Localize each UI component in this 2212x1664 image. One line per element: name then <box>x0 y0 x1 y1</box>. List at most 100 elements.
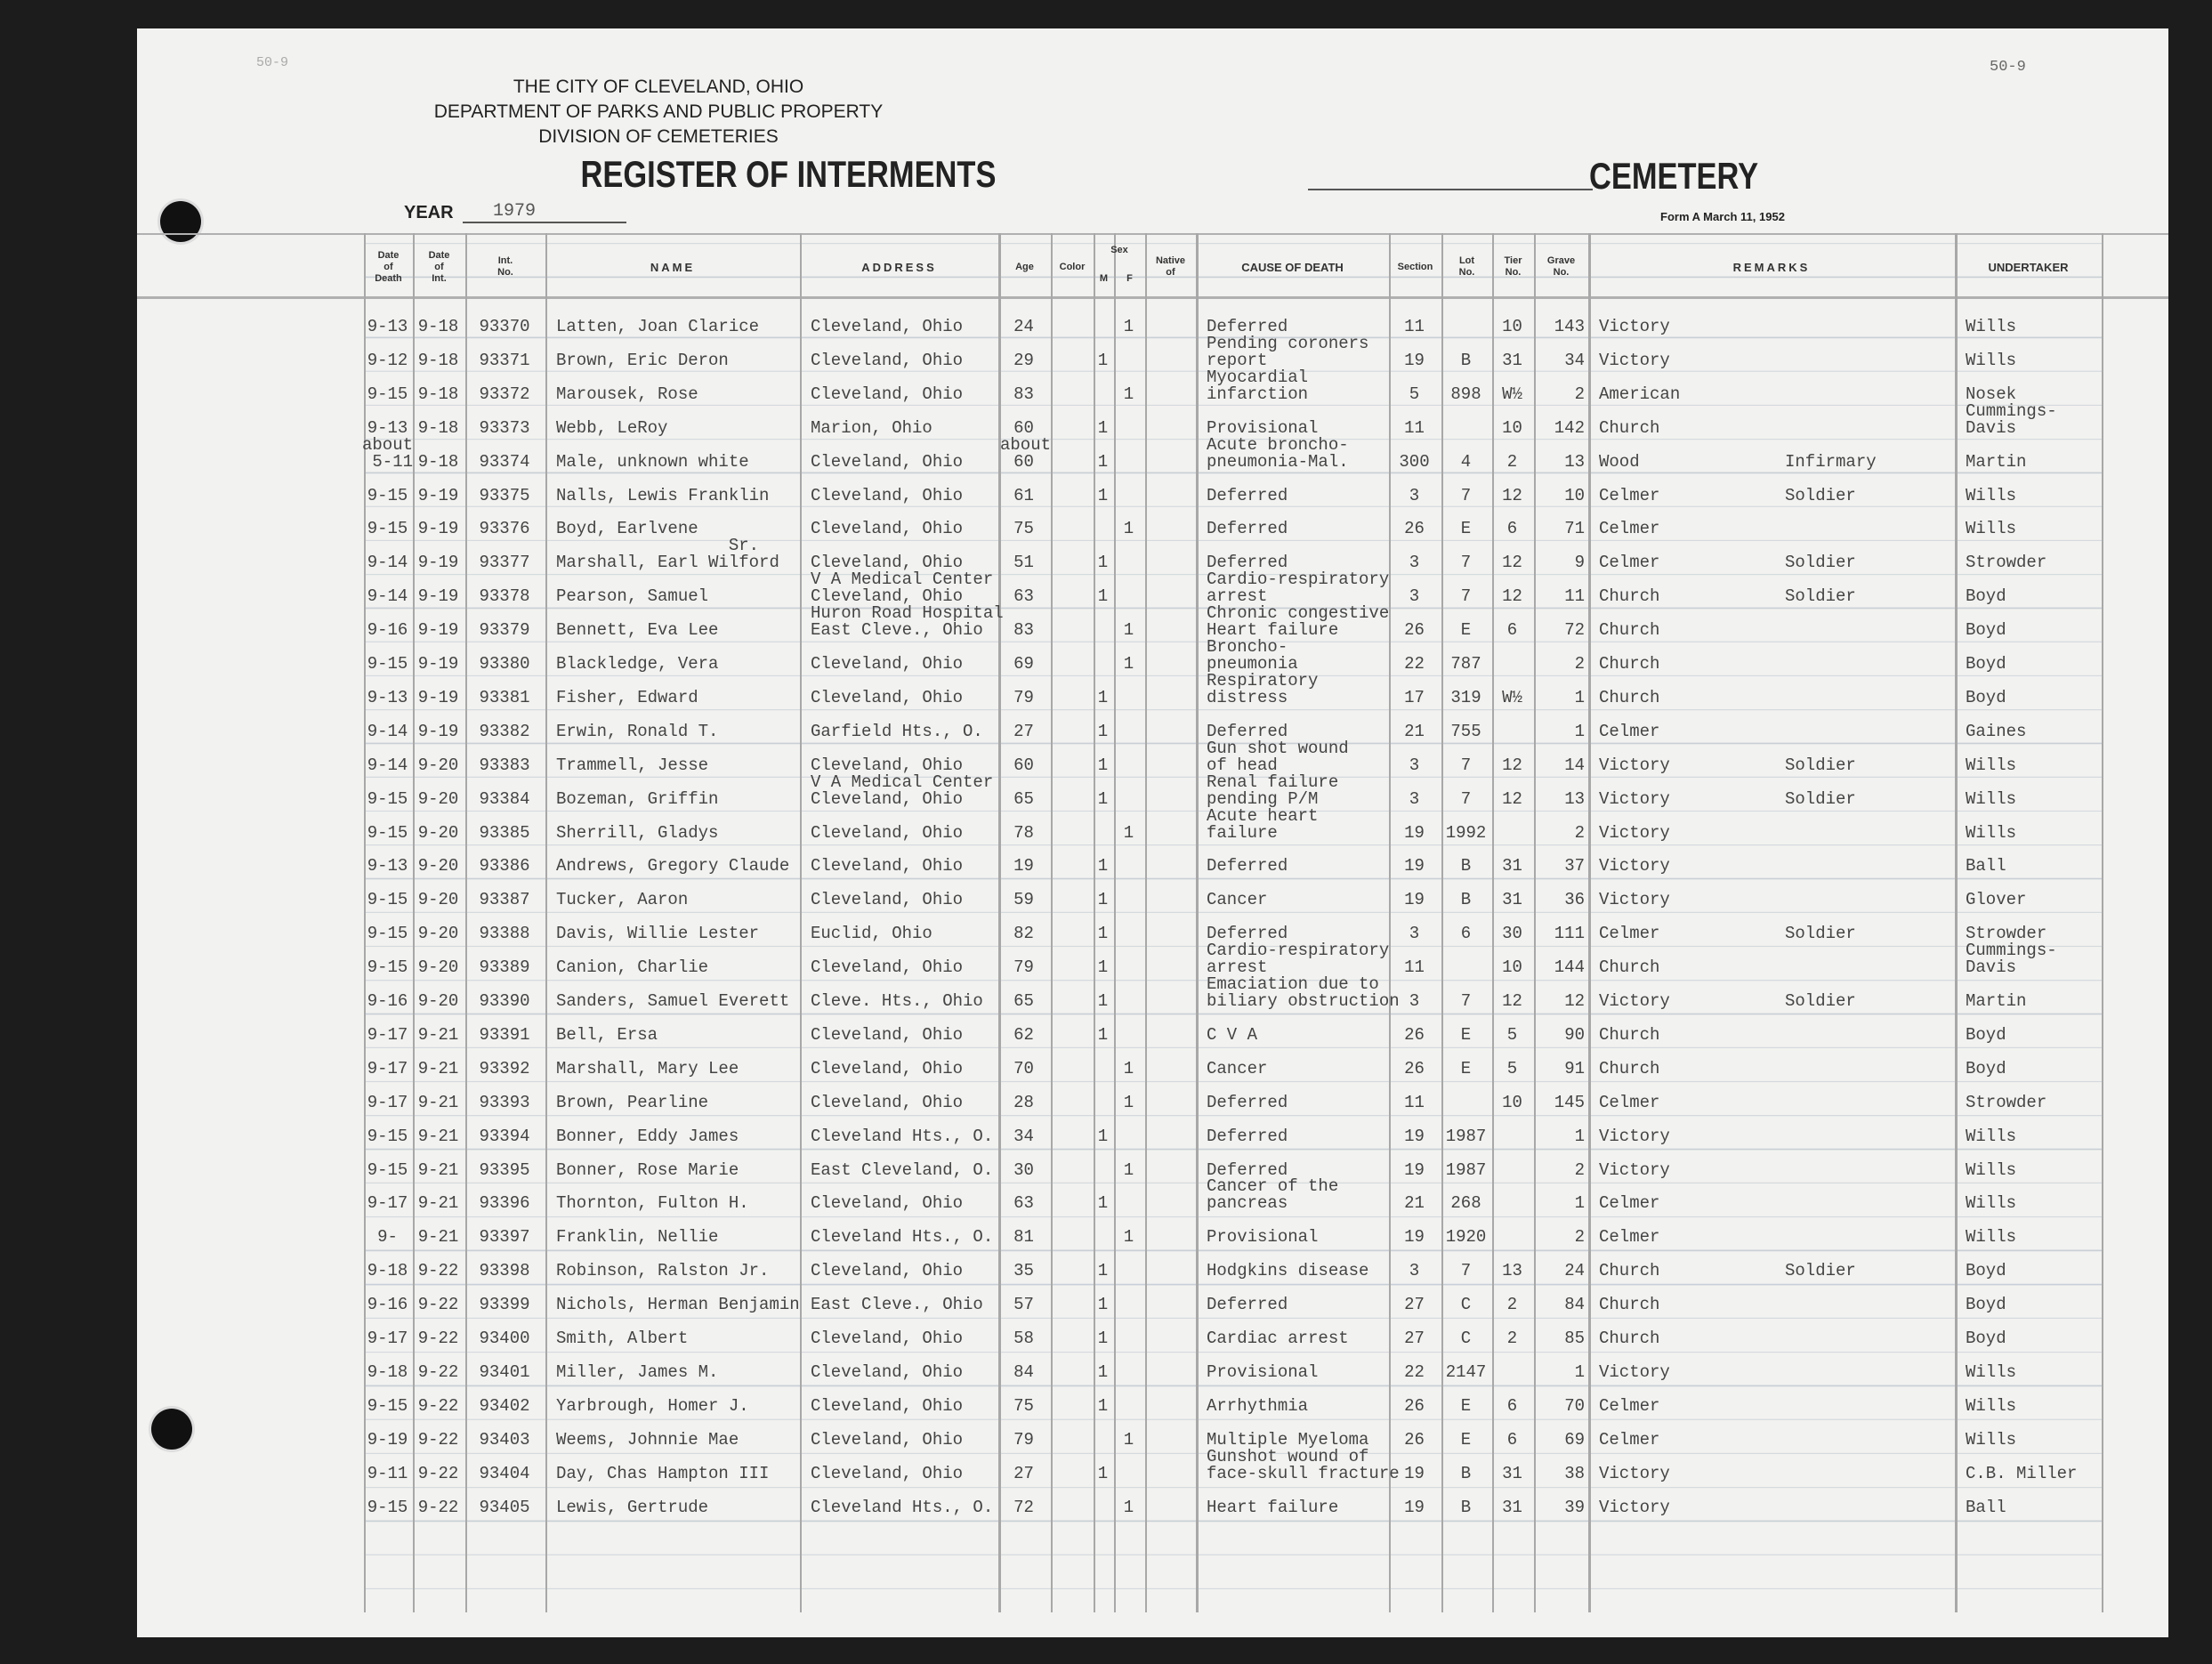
lot-number: 787 <box>1450 654 1481 674</box>
page-ref-right: 50-9 <box>1990 59 2026 76</box>
interment-number: 93403 <box>479 1429 530 1450</box>
sex-female: 1 <box>1123 620 1134 641</box>
grave-number: 12 <box>1564 991 1585 1011</box>
interment-number: 93375 <box>479 485 530 505</box>
tier-number: 10 <box>1502 1092 1522 1112</box>
name: Latten, Joan Clarice <box>556 317 760 336</box>
column-divider <box>1588 233 1591 1612</box>
tier-number: 10 <box>1502 417 1522 438</box>
cemetery: Victory <box>1599 1159 1670 1180</box>
interment-number: 93398 <box>479 1261 530 1281</box>
age: 57 <box>1013 1295 1034 1315</box>
name: Sanders, Samuel Everett <box>556 991 790 1011</box>
sex-female: 1 <box>1123 1227 1134 1248</box>
interment-number: 93388 <box>479 924 530 944</box>
table-row: 9-15 9-19 93375 Nalls, Lewis Franklin Clevel… <box>0 464 2212 505</box>
date-of-death: 9-16 <box>367 1295 408 1315</box>
lot-number: 7 <box>1460 755 1472 775</box>
lot-number: B <box>1460 1497 1472 1517</box>
date-of-interment: 9-20 <box>417 856 459 876</box>
date-of-interment: 9-21 <box>417 1126 459 1146</box>
lot-number: 898 <box>1450 384 1481 404</box>
interment-number: 93374 <box>479 451 530 472</box>
age: 82 <box>1013 924 1034 944</box>
cause-of-death: Pending coroners report <box>1207 333 1369 370</box>
name: Nichols, Herman Benjamin <box>556 1295 800 1315</box>
cause-of-death: Respiratory distress <box>1207 670 1319 707</box>
grave-number: 13 <box>1564 788 1585 809</box>
cause-of-death: Cancer <box>1207 890 1268 910</box>
name: Lewis, Gertrude <box>556 1497 709 1517</box>
column-header-f: F <box>1126 272 1133 284</box>
date-of-death: 9-15 <box>367 1497 408 1517</box>
table-row: 9-16 9-22 93399 Nichols, Herman Benjamin Eas… <box>0 1272 2212 1313</box>
undertaker: Boyd <box>1966 1058 2006 1078</box>
lot-number: E <box>1460 620 1472 641</box>
column-header-sex: Sex <box>1110 244 1128 255</box>
sex-female: 1 <box>1123 317 1134 336</box>
grave-number: 2 <box>1574 822 1585 843</box>
undertaker: Wills <box>1966 519 2017 539</box>
age: 24 <box>1013 317 1034 336</box>
cause-of-death: Heart failure <box>1207 1497 1339 1517</box>
section: 3 <box>1409 485 1420 505</box>
lot-number: B <box>1460 856 1472 876</box>
tier-number: 2 <box>1506 1295 1518 1315</box>
undertaker: Martin <box>1966 451 2027 472</box>
address: Cleveland, Ohio <box>811 519 964 539</box>
date-of-interment: 9-19 <box>417 586 459 607</box>
age: 65 <box>1013 788 1034 809</box>
name: Canion, Charlie <box>556 957 709 978</box>
undertaker: Wills <box>1966 788 2017 809</box>
grave-number: 24 <box>1564 1261 1585 1281</box>
column-header-undertaker: UNDERTAKER <box>1988 260 2069 274</box>
sex-male: 1 <box>1097 1329 1109 1348</box>
date-of-death: 9-16 <box>367 620 408 641</box>
table-row: 9-15 9-22 93405 Lewis, Gertrude Cleveland Ht… <box>0 1475 2212 1516</box>
address: Cleveland, Ohio <box>811 350 964 370</box>
city-heading: THE CITY OF CLEVELAND, OHIO <box>513 77 804 97</box>
address: Cleve. Hts., Ohio <box>811 991 983 1011</box>
section: 26 <box>1404 1395 1425 1416</box>
address: Marion, Ohio <box>811 417 932 438</box>
section: 22 <box>1404 654 1425 674</box>
interment-number: 93376 <box>479 519 530 539</box>
tier-number: 10 <box>1502 317 1522 336</box>
date-of-death: 9-16 <box>367 991 408 1011</box>
cemetery-label: CEMETERY <box>1589 155 1759 197</box>
date-of-death: 9-17 <box>367 1193 408 1214</box>
cause-of-death: Deferred <box>1207 1295 1288 1315</box>
date-of-death: 9-17 <box>367 1329 408 1348</box>
age: 27 <box>1013 721 1034 741</box>
sex-female: 1 <box>1123 822 1134 843</box>
lot-number: 2147 <box>1445 1361 1487 1382</box>
column-divider <box>545 233 547 1612</box>
age: 72 <box>1013 1497 1034 1517</box>
address: Cleveland, Ohio <box>811 822 964 843</box>
undertaker: Wills <box>1966 1126 2017 1146</box>
undertaker: Wills <box>1966 485 2017 505</box>
lot-number: 1920 <box>1445 1227 1487 1248</box>
column-header-interment: Date of Int. <box>428 249 450 284</box>
interment-number: 93385 <box>479 822 530 843</box>
interment-number: 93391 <box>479 1024 530 1045</box>
table-row: 9- 9-21 93397 Franklin, Nellie Cleveland Hts… <box>0 1205 2212 1246</box>
section: 19 <box>1404 1227 1425 1248</box>
cemetery: Church <box>1599 1058 1660 1078</box>
age: 69 <box>1013 654 1034 674</box>
age: 34 <box>1013 1126 1034 1146</box>
table-row: 9-13 9-18 93373 Webb, LeRoy Marion, Ohio 60 1 P… <box>0 396 2212 437</box>
undertaker: Boyd <box>1966 620 2006 641</box>
sex-female: 1 <box>1123 1092 1134 1112</box>
undertaker: Martin <box>1966 991 2027 1011</box>
interment-number: 93382 <box>479 721 530 741</box>
sex-female: 1 <box>1123 1058 1134 1078</box>
column-header-color: Color <box>1059 261 1086 272</box>
grave-number: 37 <box>1564 856 1585 876</box>
date-of-interment: 9-20 <box>417 957 459 978</box>
cemetery: Church <box>1599 957 1660 978</box>
grave-number: 111 <box>1554 924 1585 944</box>
undertaker: Wills <box>1966 1159 2017 1180</box>
undertaker: Wills <box>1966 1395 2017 1416</box>
name: Fisher, Edward <box>556 687 698 707</box>
